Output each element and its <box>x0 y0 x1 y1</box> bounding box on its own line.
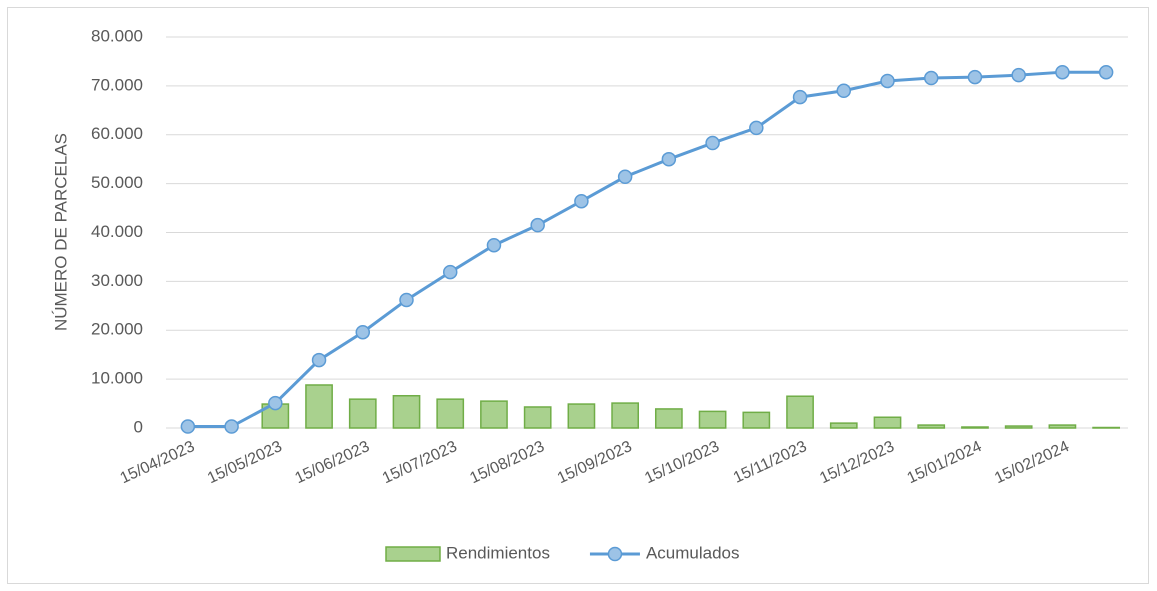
line-marker <box>1098 64 1114 80</box>
y-tick-label: 50.000 <box>91 173 143 192</box>
line-marker <box>268 395 283 411</box>
bar <box>917 424 946 429</box>
bar <box>742 411 771 429</box>
legend-label: Acumulados <box>646 543 740 562</box>
legend-label: Rendimientos <box>446 543 550 562</box>
line-marker <box>486 237 502 253</box>
line-marker <box>1055 64 1070 80</box>
y-tick-label: 60.000 <box>91 124 143 143</box>
bar <box>305 384 333 429</box>
line-marker <box>180 419 196 434</box>
line-marker <box>836 83 852 99</box>
line-marker <box>967 69 983 85</box>
line-marker <box>224 419 239 434</box>
line-marker <box>311 352 327 368</box>
line-marker <box>442 264 458 280</box>
bar <box>392 394 421 429</box>
bar <box>873 416 902 429</box>
y-tick-label: 10.000 <box>91 369 143 388</box>
bar <box>611 402 640 429</box>
line-marker <box>923 70 939 86</box>
line-marker <box>705 135 720 151</box>
bar <box>348 398 377 429</box>
line-marker <box>574 193 589 209</box>
y-tick-label: 40.000 <box>91 222 143 241</box>
legend-swatch <box>385 546 441 562</box>
line-marker <box>355 324 371 340</box>
y-axis-label: NÚMERO DE PARCELAS <box>51 133 70 331</box>
line-marker <box>661 151 677 167</box>
bar <box>698 410 727 429</box>
y-tick-label: 70.000 <box>91 75 143 94</box>
line <box>187 70 1107 429</box>
bar <box>480 400 508 429</box>
legend-swatch <box>607 546 623 562</box>
bar <box>961 426 989 429</box>
line-marker <box>399 292 414 308</box>
bar <box>1004 425 1033 429</box>
line-marker <box>1011 67 1026 83</box>
bar <box>523 406 552 429</box>
line-marker <box>880 73 895 89</box>
line-marker <box>617 169 633 185</box>
bar <box>1048 424 1077 429</box>
bar <box>829 422 858 429</box>
y-tick-label: 20.000 <box>91 320 143 339</box>
line-marker <box>749 120 764 136</box>
bar <box>567 403 596 429</box>
y-tick-label: 0 <box>134 417 143 436</box>
y-tick-label: 30.000 <box>91 271 143 290</box>
line-marker <box>530 217 545 233</box>
chart-frame <box>7 7 1149 584</box>
bar <box>786 395 814 429</box>
bar <box>436 398 465 429</box>
bar <box>654 408 683 429</box>
y-tick-label: 80.000 <box>91 26 143 45</box>
line-marker <box>792 89 808 105</box>
